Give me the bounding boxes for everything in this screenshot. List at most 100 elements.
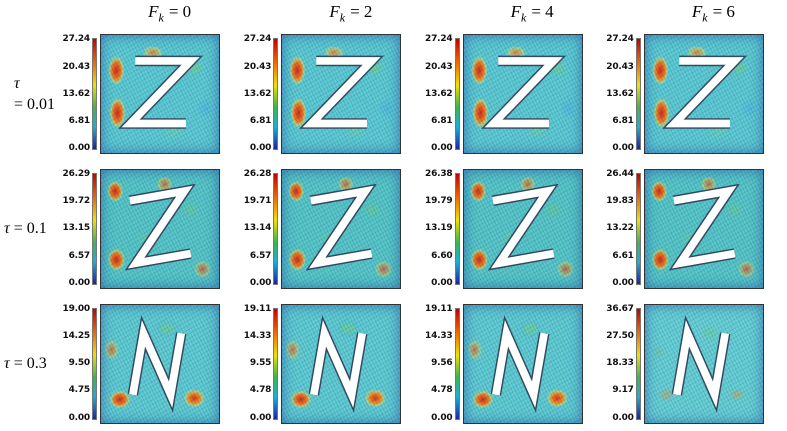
colorbar: 19.00 14.25 9.50 4.75 0.00 [62, 304, 97, 423]
header-variable: F [510, 2, 521, 21]
col-header-fk4: Fk = 4 [425, 0, 606, 27]
row-label-tau-01: τ = 0.1 [0, 162, 62, 297]
colorbar-ticks: 36.67 27.50 18.33 9.17 0.00 [606, 303, 634, 423]
header-value: = 6 [712, 2, 735, 21]
colorbar-tick: 6.60 [431, 250, 453, 261]
colorbar-tick: 4.78 [431, 385, 453, 396]
colorbar-gradient [635, 307, 641, 420]
colorbar-tick: 6.57 [68, 250, 91, 261]
row-label-tau-03: τ = 0.3 [0, 296, 62, 431]
contour-plot [462, 168, 583, 289]
colorbar-tick: 0.00 [68, 143, 91, 154]
colorbar-tick: 14.33 [425, 330, 453, 341]
panel-r2c1: 26.29 19.72 13.15 6.57 0.00 [62, 162, 243, 297]
contour-plot [462, 34, 583, 155]
colorbar-gradient [273, 172, 279, 285]
colorbar-tick: 19.72 [62, 196, 91, 207]
contour-plot [462, 303, 583, 424]
panel-r3c1: 19.00 14.25 9.50 4.75 0.00 [62, 296, 243, 431]
col-header-fk0: Fk = 0 [62, 0, 243, 27]
colorbar: 26.28 19.71 13.14 6.57 0.00 [243, 168, 279, 288]
colorbar-ticks: 27.24 20.43 13.62 6.81 0.00 [425, 35, 453, 153]
colorbar-tick: 20.43 [606, 61, 634, 72]
z-baffle-icon [124, 183, 196, 271]
colorbar-tick: 20.43 [62, 61, 91, 72]
colorbar-tick: 0.00 [612, 412, 634, 423]
colorbar-ticks: 26.38 19.79 13.19 6.60 0.00 [425, 168, 453, 288]
colorbar: 27.24 20.43 13.62 6.81 0.00 [425, 35, 460, 153]
colorbar: 27.24 20.43 13.62 6.81 0.00 [243, 34, 279, 153]
contour-plot [281, 303, 402, 424]
contour-plot [643, 168, 764, 289]
colorbar-tick: 6.81 [431, 116, 453, 127]
colorbar-gradient [273, 38, 279, 151]
colorbar: 27.24 20.43 13.62 6.81 0.00 [62, 35, 97, 153]
colorbar-tick: 6.57 [249, 250, 272, 261]
header-value: = 4 [531, 2, 554, 21]
colorbar-tick: 27.50 [606, 330, 634, 341]
panel-r3c2: 19.11 14.33 9.55 4.78 0.00 [243, 296, 424, 431]
z-baffle-icon [661, 55, 747, 130]
colorbar-tick: 13.22 [606, 223, 634, 234]
contour-plot [100, 34, 220, 155]
colorbar-tick: 6.81 [249, 116, 272, 127]
colorbar-tick: 26.44 [606, 168, 634, 179]
colorbar-gradient [92, 38, 97, 151]
colorbar-tick: 6.81 [612, 116, 634, 127]
row-label-tau-001: τ = 0.01 [0, 27, 62, 162]
tau-value: = 0.3 [13, 354, 47, 372]
colorbar-ticks: 26.44 19.83 13.22 6.61 0.00 [606, 168, 634, 288]
contour-plot [100, 168, 220, 289]
colorbar-tick: 13.14 [243, 223, 272, 234]
colorbar-ticks: 19.11 14.33 9.55 4.78 0.00 [243, 303, 272, 423]
tau-symbol: τ [14, 74, 20, 92]
header-value: = 0 [168, 2, 192, 21]
contour-plot [643, 303, 764, 424]
header-subscript: k [339, 10, 346, 25]
colorbar-gradient [635, 172, 641, 285]
colorbar-gradient [92, 172, 97, 285]
colorbar-tick: 26.28 [243, 168, 272, 179]
colorbar-tick: 27.24 [243, 34, 272, 45]
colorbar-tick: 13.62 [425, 88, 453, 99]
colorbar-tick: 6.61 [612, 250, 634, 261]
colorbar: 26.44 19.83 13.22 6.61 0.00 [606, 168, 641, 288]
header-variable: F [329, 2, 340, 21]
colorbar-tick: 27.24 [425, 34, 453, 45]
colorbar-tick: 9.56 [431, 358, 453, 369]
colorbar-tick: 0.00 [249, 277, 272, 288]
n-baffle-icon [308, 314, 368, 413]
n-baffle-icon [490, 314, 549, 413]
colorbar-tick: 19.83 [606, 196, 634, 207]
colorbar-tick: 26.38 [425, 168, 453, 179]
panel-r1c2: 27.24 20.43 13.62 6.81 0.00 [243, 27, 424, 162]
colorbar-tick: 0.00 [431, 412, 453, 423]
colorbar: 27.24 20.43 13.62 6.81 0.00 [606, 35, 641, 153]
tau-value: = 0.01 [14, 95, 56, 113]
z-baffle-icon [480, 55, 566, 130]
colorbar-gradient [454, 307, 460, 420]
colorbar: 26.29 19.72 13.15 6.57 0.00 [62, 169, 97, 288]
colorbar-tick: 36.67 [606, 303, 634, 314]
corner-spacer [0, 0, 62, 27]
colorbar-tick: 9.55 [249, 358, 272, 369]
colorbar-tick: 18.33 [606, 358, 634, 369]
colorbar-tick: 0.00 [68, 412, 91, 423]
colorbar-tick: 13.62 [243, 88, 272, 99]
colorbar-ticks: 27.24 20.43 13.62 6.81 0.00 [243, 34, 272, 153]
contour-plot [100, 303, 220, 424]
colorbar-tick: 0.00 [612, 277, 634, 288]
colorbar-gradient [92, 307, 97, 420]
colorbar-tick: 19.71 [243, 196, 272, 207]
contour-plot [643, 34, 764, 155]
colorbar-tick: 13.62 [62, 88, 91, 99]
colorbar-tick: 19.11 [243, 303, 272, 314]
colorbar-ticks: 19.11 14.33 9.56 4.78 0.00 [425, 304, 453, 423]
tau-symbol: τ [4, 219, 10, 237]
colorbar-tick: 9.17 [612, 385, 634, 396]
colorbar-ticks: 27.24 20.43 13.62 6.81 0.00 [606, 35, 634, 153]
colorbar-gradient [635, 38, 641, 151]
colorbar-tick: 4.75 [68, 385, 91, 396]
z-baffle-icon [118, 55, 204, 130]
